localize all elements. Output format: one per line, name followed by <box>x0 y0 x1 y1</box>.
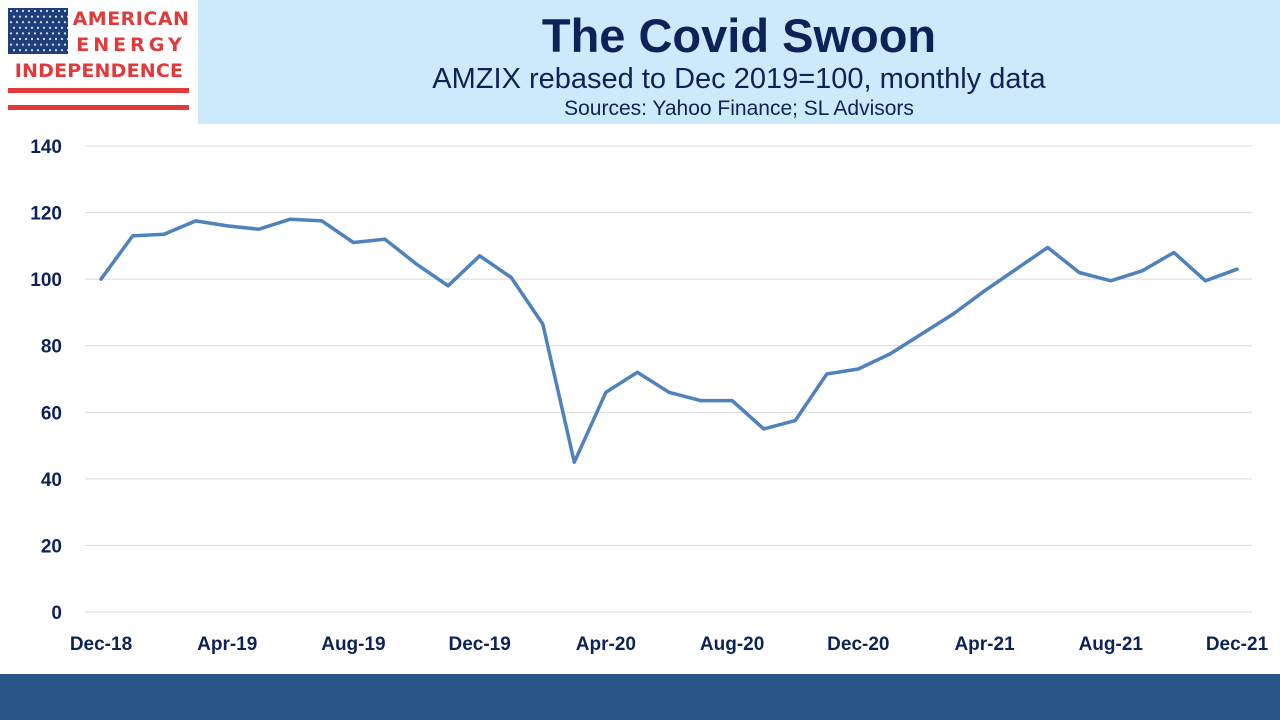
y-axis-ticks: 0 20 40 60 80 100 120 140 <box>30 137 62 624</box>
data-point <box>572 460 576 464</box>
x-tick-label: Apr-19 <box>197 634 257 655</box>
data-point <box>1014 267 1018 271</box>
data-point <box>919 332 923 336</box>
data-point <box>194 219 198 223</box>
footer-band <box>0 674 1280 720</box>
y-tick-label: 20 <box>41 536 62 557</box>
data-point <box>225 224 229 228</box>
data-point <box>604 390 608 394</box>
logo-line-3: INDEPENDENCE <box>14 60 184 82</box>
flag-icon <box>8 8 68 54</box>
data-point <box>320 219 324 223</box>
data-point <box>983 289 987 293</box>
gridlines <box>85 145 1252 613</box>
brand-logo: AMERICAN ENERGY INDEPENDENCE <box>0 0 198 124</box>
logo-line-2: ENERGY <box>76 34 186 56</box>
data-point <box>888 352 892 356</box>
data-point <box>825 372 829 376</box>
data-point <box>162 232 166 236</box>
data-point <box>793 419 797 423</box>
data-point <box>1046 246 1050 250</box>
data-point <box>1172 251 1176 255</box>
data-point <box>99 277 103 281</box>
x-tick-label: Apr-20 <box>576 634 636 655</box>
header-band <box>198 0 1280 124</box>
logo-stripe <box>8 105 189 110</box>
x-tick-label: Aug-19 <box>321 634 385 655</box>
data-point <box>478 254 482 258</box>
page-title: The Covid Swoon <box>541 9 937 62</box>
data-point <box>1203 279 1207 283</box>
sources-note: Sources: Yahoo Finance; SL Advisors <box>564 97 914 120</box>
logo-line-1: AMERICAN <box>72 8 190 30</box>
x-tick-label: Aug-21 <box>1079 634 1144 655</box>
x-tick-label: Aug-20 <box>700 634 764 655</box>
data-point <box>635 370 639 374</box>
x-tick-label: Dec-21 <box>1206 634 1269 655</box>
x-axis-ticks: Dec-18 Apr-19 Aug-19 Dec-19 Apr-20 Aug-20 Dec-… <box>70 634 1269 655</box>
data-point <box>351 241 355 245</box>
x-tick-label: Dec-18 <box>70 634 132 655</box>
x-tick-label: Apr-21 <box>954 634 1015 655</box>
data-point <box>1077 270 1081 274</box>
data-point <box>383 237 387 241</box>
data-point <box>951 312 955 316</box>
y-tick-label: 60 <box>41 403 62 424</box>
series-line <box>99 217 1239 464</box>
y-tick-label: 140 <box>30 137 62 158</box>
data-point <box>509 275 513 279</box>
data-point <box>730 399 734 403</box>
data-point <box>541 322 545 326</box>
series-layer <box>99 217 1239 464</box>
data-point <box>415 262 419 266</box>
data-point <box>762 427 766 431</box>
data-point <box>667 390 671 394</box>
data-point <box>288 217 292 221</box>
y-tick-label: 0 <box>51 603 62 624</box>
page-subtitle: AMZIX rebased to Dec 2019=100, monthly d… <box>432 63 1046 95</box>
y-tick-label: 40 <box>41 470 62 491</box>
logo-stripe <box>8 88 189 93</box>
data-point <box>446 284 450 288</box>
data-point <box>699 399 703 403</box>
data-point <box>1109 279 1113 283</box>
y-tick-label: 80 <box>41 337 62 358</box>
data-point <box>1235 267 1239 271</box>
x-tick-label: Dec-20 <box>827 634 889 655</box>
data-point <box>1140 269 1144 273</box>
data-point <box>856 367 860 371</box>
y-tick-label: 100 <box>30 270 62 291</box>
x-tick-label: Dec-19 <box>449 634 511 655</box>
data-point <box>257 227 261 231</box>
data-point <box>131 234 135 238</box>
y-tick-label: 120 <box>30 204 62 225</box>
